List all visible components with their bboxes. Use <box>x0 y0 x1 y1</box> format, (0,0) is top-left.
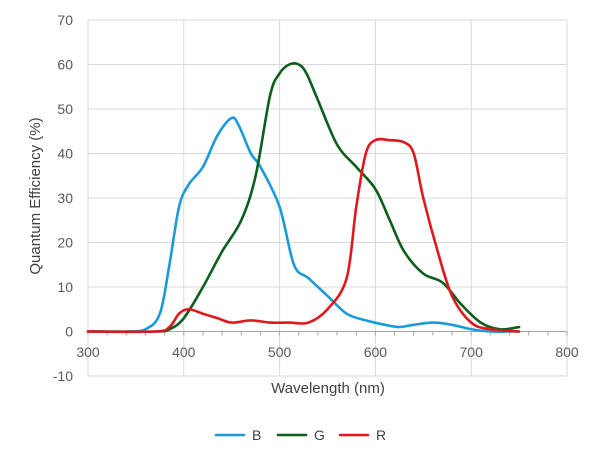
series-line-g <box>86 62 521 333</box>
x-tick-label: 700 <box>460 344 484 360</box>
x-tick-label: 600 <box>364 344 388 360</box>
y-tick-label: 30 <box>57 190 73 206</box>
x-tick-label: 300 <box>76 344 100 360</box>
x-tick-label: 400 <box>172 344 196 360</box>
y-tick-label: -10 <box>53 368 73 384</box>
legend-label-b: B <box>252 427 261 443</box>
y-tick-label: 50 <box>57 101 73 117</box>
series-line-b <box>86 116 521 333</box>
x-tick-label: 800 <box>555 344 579 360</box>
series-line-r <box>86 137 521 334</box>
y-tick-label: 70 <box>57 12 73 28</box>
y-tick-label: 20 <box>57 235 73 251</box>
legend-label-r: R <box>376 427 386 443</box>
y-axis-title: Quantum Efficiency (%) <box>27 117 44 274</box>
x-axis-title: Wavelength (nm) <box>271 380 385 397</box>
y-tick-label: 60 <box>57 57 73 73</box>
legend-label-g: G <box>314 427 325 443</box>
series-lines <box>86 62 521 334</box>
y-tick-label: 10 <box>57 279 73 295</box>
y-tick-label: 40 <box>57 146 73 162</box>
tick-labels: 300 400 500 600 700 800 -10 0 10 20 30 40 50 60 70 <box>53 12 579 384</box>
y-tick-label: 0 <box>65 324 73 340</box>
x-tick-label: 500 <box>268 344 292 360</box>
grid <box>87 19 568 377</box>
